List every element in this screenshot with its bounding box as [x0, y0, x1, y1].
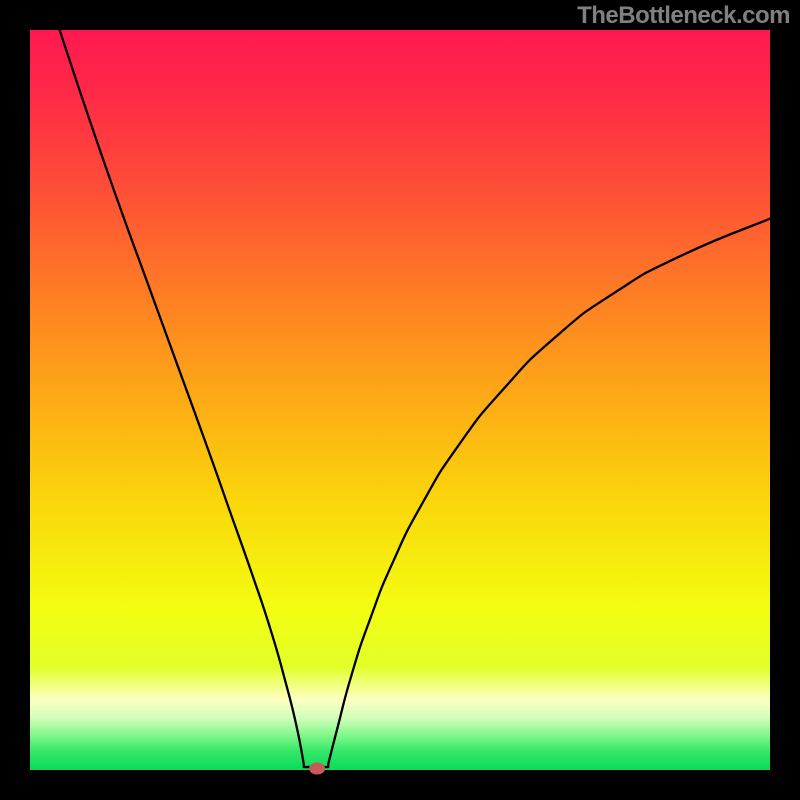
watermark-text: TheBottleneck.com [577, 2, 790, 30]
bottleneck-chart [0, 0, 800, 800]
optimum-marker [309, 763, 325, 775]
chart-container: TheBottleneck.com [0, 0, 800, 800]
plot-background [30, 30, 770, 770]
